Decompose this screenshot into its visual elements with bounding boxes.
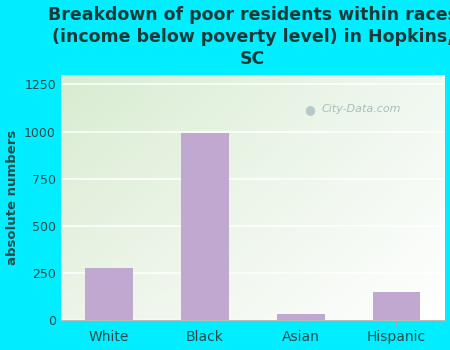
Bar	[277, 314, 324, 320]
Bar	[373, 292, 420, 320]
Bar	[373, 292, 420, 320]
Text: ●: ●	[305, 103, 315, 116]
Bar	[85, 268, 133, 320]
Text: City-Data.com: City-Data.com	[322, 104, 401, 114]
Title: Breakdown of poor residents within races
(income below poverty level) in Hopkins: Breakdown of poor residents within races…	[48, 6, 450, 68]
Y-axis label: absolute numbers: absolute numbers	[5, 130, 18, 265]
Bar	[277, 314, 324, 320]
Bar	[85, 268, 133, 320]
Bar	[181, 133, 229, 320]
Bar	[181, 133, 229, 320]
